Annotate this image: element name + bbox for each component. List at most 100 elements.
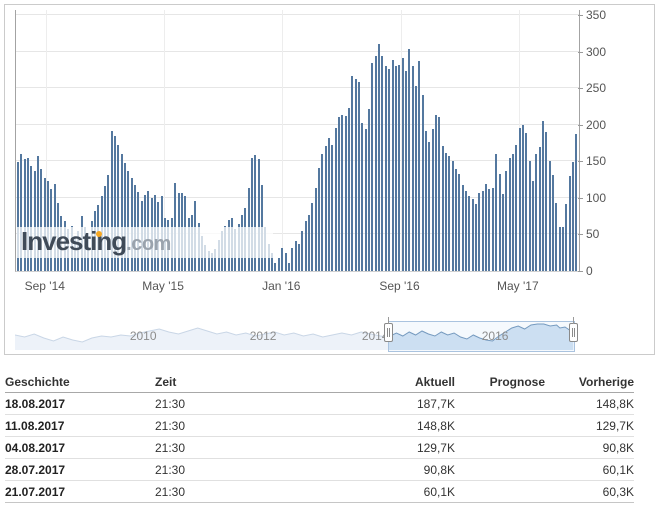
bar[interactable]	[124, 162, 126, 271]
bar[interactable]	[107, 175, 110, 271]
bar[interactable]	[525, 132, 528, 271]
bar[interactable]	[434, 114, 437, 271]
bar[interactable]	[341, 114, 344, 271]
bar[interactable]	[287, 263, 290, 271]
bar[interactable]	[130, 178, 133, 271]
bar[interactable]	[528, 160, 531, 271]
bar[interactable]	[47, 181, 50, 271]
bar[interactable]	[317, 167, 320, 271]
bar[interactable]	[475, 203, 478, 271]
bar[interactable]	[531, 181, 534, 271]
bar[interactable]	[565, 204, 568, 271]
bar[interactable]	[394, 66, 397, 271]
bar[interactable]	[113, 135, 116, 271]
bar[interactable]	[354, 79, 357, 271]
bar[interactable]	[545, 132, 548, 271]
bar[interactable]	[207, 250, 210, 271]
bar[interactable]	[281, 247, 284, 271]
bar[interactable]	[371, 62, 374, 271]
bar[interactable]	[501, 194, 504, 271]
bar[interactable]	[455, 169, 458, 271]
bar[interactable]	[441, 145, 444, 271]
bar[interactable]	[391, 59, 394, 271]
bar[interactable]	[33, 170, 36, 271]
bar[interactable]	[485, 184, 488, 271]
bar[interactable]	[541, 121, 544, 271]
navigator-left-handle[interactable]	[383, 317, 393, 342]
bar[interactable]	[351, 76, 354, 271]
bar[interactable]	[311, 203, 314, 271]
bar[interactable]	[552, 174, 554, 271]
bar[interactable]	[307, 214, 310, 271]
bar[interactable]	[374, 56, 377, 271]
bar[interactable]	[284, 252, 287, 271]
bar[interactable]	[401, 58, 404, 271]
bar[interactable]	[498, 173, 501, 271]
bar[interactable]	[515, 144, 518, 271]
bar[interactable]	[361, 122, 364, 271]
bar[interactable]	[445, 152, 447, 271]
bar[interactable]	[572, 162, 575, 271]
bar[interactable]	[314, 187, 317, 271]
bar[interactable]	[110, 130, 113, 271]
bar[interactable]	[461, 185, 464, 271]
bar[interactable]	[368, 109, 371, 271]
bar[interactable]	[304, 221, 307, 271]
bar[interactable]	[204, 245, 207, 271]
bar[interactable]	[127, 170, 130, 271]
navigator-selection[interactable]	[388, 321, 576, 352]
bar[interactable]	[301, 230, 304, 271]
bar[interactable]	[120, 154, 123, 271]
bar[interactable]	[575, 133, 578, 271]
bar[interactable]	[214, 249, 217, 271]
bar[interactable]	[274, 263, 277, 271]
bar[interactable]	[358, 81, 361, 271]
bar[interactable]	[294, 241, 297, 271]
bar[interactable]	[508, 157, 511, 271]
bar[interactable]	[468, 195, 471, 271]
bar[interactable]	[210, 252, 213, 271]
bar[interactable]	[338, 117, 340, 271]
bar[interactable]	[117, 145, 120, 271]
bar[interactable]	[327, 137, 330, 271]
bar[interactable]	[418, 61, 421, 271]
bar[interactable]	[521, 124, 524, 271]
bar[interactable]	[297, 243, 300, 271]
navigator-right-handle[interactable]	[568, 317, 578, 342]
bar[interactable]	[471, 199, 474, 271]
bar[interactable]	[491, 187, 494, 271]
bar[interactable]	[428, 142, 431, 271]
bar[interactable]	[562, 227, 565, 271]
bar[interactable]	[17, 162, 19, 271]
bar[interactable]	[251, 157, 254, 271]
bar[interactable]	[411, 66, 414, 271]
bar[interactable]	[438, 117, 441, 271]
bar[interactable]	[344, 115, 347, 271]
bar[interactable]	[558, 227, 561, 271]
bar[interactable]	[568, 175, 571, 271]
bar[interactable]	[334, 127, 337, 271]
bar[interactable]	[548, 160, 551, 271]
bar[interactable]	[271, 252, 274, 271]
bar[interactable]	[321, 154, 324, 271]
bar[interactable]	[404, 71, 407, 271]
bar[interactable]	[424, 131, 427, 271]
bar[interactable]	[535, 154, 538, 271]
bar[interactable]	[43, 178, 46, 271]
bar[interactable]	[465, 190, 468, 271]
bar[interactable]	[291, 247, 294, 271]
bar[interactable]	[378, 44, 381, 271]
bar[interactable]	[37, 156, 40, 271]
bar[interactable]	[555, 203, 558, 271]
bar[interactable]	[277, 257, 280, 271]
bar[interactable]	[254, 155, 257, 271]
bar[interactable]	[458, 173, 461, 271]
bar[interactable]	[431, 129, 434, 271]
bar[interactable]	[23, 159, 26, 271]
bar[interactable]	[27, 157, 30, 271]
bar[interactable]	[364, 129, 367, 271]
bar[interactable]	[398, 64, 401, 271]
bar[interactable]	[538, 147, 541, 271]
bar[interactable]	[451, 160, 454, 271]
bar[interactable]	[348, 107, 351, 271]
